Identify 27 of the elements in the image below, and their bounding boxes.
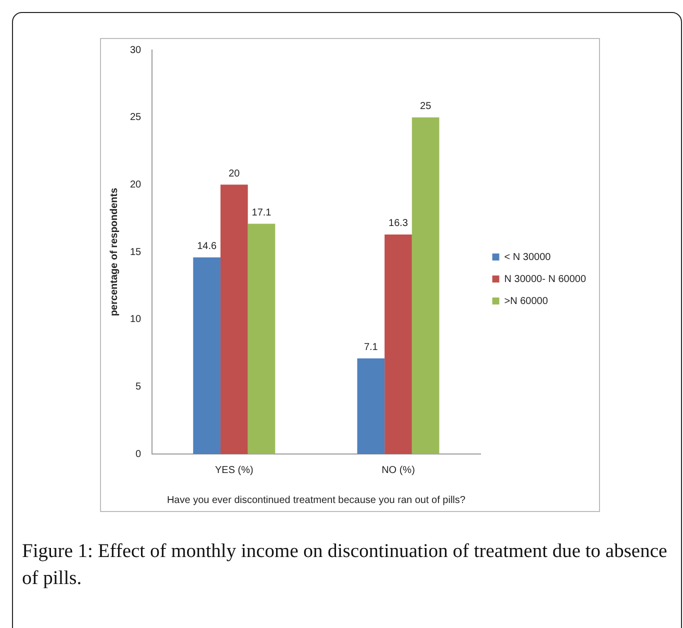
bar xyxy=(412,117,440,454)
x-tick-label: NO (%) xyxy=(382,464,415,476)
y-tick-label: 10 xyxy=(130,314,142,326)
data-label: 7.1 xyxy=(364,342,378,354)
y-tick-label: 20 xyxy=(130,179,142,190)
bar xyxy=(357,358,385,454)
data-label: 17.1 xyxy=(252,207,272,218)
y-tick-label: 30 xyxy=(130,44,142,56)
y-tick-label: 15 xyxy=(130,246,142,258)
x-tick-label: YES (%) xyxy=(214,464,254,476)
bar xyxy=(248,224,276,454)
caption: Figure 1: Effect of monthly income on discontinuation of treatment due to absence of pills. xyxy=(22,540,668,591)
data-label: 16.3 xyxy=(388,218,408,230)
x-axis-title: Have you ever discontinued treatment because you ran out of pills? xyxy=(166,494,466,506)
bar xyxy=(220,184,248,454)
bar xyxy=(384,234,412,454)
bar xyxy=(193,257,220,454)
y-tick-label: 0 xyxy=(136,448,142,460)
data-label: 14.6 xyxy=(197,241,217,252)
data-label: 20 xyxy=(228,168,240,180)
y-axis-title: percentage of respondents xyxy=(108,187,120,316)
y-tick-label: 5 xyxy=(136,381,142,392)
y-tick-label: 25 xyxy=(130,112,142,124)
legend-label: N 30000- N 60000 xyxy=(504,274,586,285)
data-label: 25 xyxy=(420,101,432,112)
legend-label: < N 30000 xyxy=(504,252,552,263)
legend-label: >N 60000 xyxy=(504,296,548,307)
